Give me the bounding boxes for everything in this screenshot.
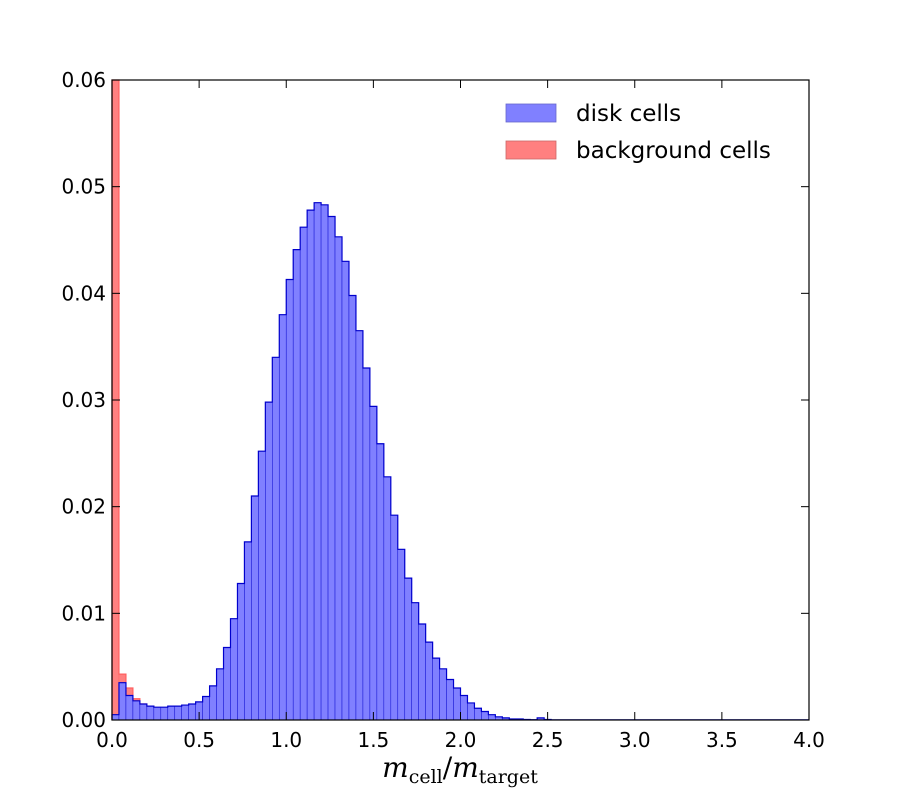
disk-cells-bar: [488, 714, 496, 721]
legend-label-disk-cells: disk cells: [576, 101, 681, 127]
y-tick-label: 0.06: [61, 68, 106, 92]
disk-cells-bar: [390, 514, 399, 721]
y-tick-label: 0.03: [61, 388, 106, 412]
disk-cells-bar: [181, 704, 189, 721]
disk-cells-bar: [111, 714, 120, 721]
disk-cells-bar: [481, 711, 489, 721]
disk-cells-bar: [432, 657, 440, 721]
disk-cells-bar: [132, 700, 141, 721]
disk-cells-bar: [258, 450, 266, 721]
disk-cells-bar: [216, 668, 224, 721]
x-tick-label: 1.5: [357, 728, 389, 752]
disk-cells-bar: [439, 668, 447, 721]
disk-cells-bar: [334, 236, 343, 721]
disk-cells-bar: [125, 695, 134, 721]
disk-cells-bar: [425, 641, 433, 721]
disk-cells-bar: [376, 443, 385, 721]
disk-cells-bar: [460, 695, 468, 721]
x-axis-ticks: 0.0 0.5 1.0 1.5 2.0 2.5 3.0 3.5 4.0: [96, 80, 825, 752]
legend-swatch-background-cells: [505, 140, 557, 160]
x-axis-label-sub2: target: [479, 766, 538, 788]
disk-cells-bar: [355, 330, 364, 721]
x-tick-label: 3.5: [706, 728, 738, 752]
disk-cells-bar: [446, 679, 454, 721]
x-axis-label-slash: /: [443, 751, 453, 784]
disk-cells-bar: [146, 705, 155, 721]
x-tick-label: 2.0: [445, 728, 477, 752]
disk-cells-bar: [244, 541, 252, 721]
disk-cells-bar: [251, 495, 259, 721]
disk-cells-bar: [272, 357, 280, 721]
x-axis-label: mcell/mtarget: [382, 751, 538, 788]
disk-cells-bar: [188, 703, 196, 721]
x-tick-label: 0.0: [96, 728, 128, 752]
y-tick-label: 0.04: [61, 281, 106, 305]
x-tick-label: 2.5: [532, 728, 564, 752]
disk-cells-bar: [313, 202, 322, 721]
y-tick-label: 0.02: [61, 495, 106, 519]
disk-cells-bar: [411, 602, 419, 721]
plot-frame: [111, 79, 810, 721]
disk-cells-bar: [383, 476, 392, 721]
y-tick-label: 0.01: [61, 601, 106, 625]
disk-cells-bar: [237, 583, 245, 721]
disk-cells-bar: [209, 685, 217, 721]
disk-cells-bar: [362, 367, 371, 721]
disk-cells-bar: [397, 549, 406, 721]
disk-cells-bar: [327, 216, 336, 721]
disk-cells-bar: [118, 682, 127, 721]
x-axis-label-m1: m: [382, 751, 409, 784]
disk-cells-bars: [111, 202, 810, 721]
x-axis-label-sub1: cell: [409, 766, 443, 788]
x-tick-label: 0.5: [183, 728, 215, 752]
disk-cells-bar: [292, 249, 301, 721]
x-tick-label: 1.0: [270, 728, 302, 752]
disk-cells-bar: [341, 261, 350, 721]
disk-cells-bar: [320, 204, 329, 721]
disk-cells-bar: [278, 314, 287, 721]
disk-cells-bar: [306, 209, 315, 721]
disk-cells-bar: [167, 705, 176, 721]
legend: disk cells background cells: [505, 101, 771, 164]
y-tick-label: 0.05: [61, 175, 106, 199]
disk-cells-bar: [348, 295, 357, 721]
x-tick-label: 4.0: [793, 728, 825, 752]
disk-cells-bar: [299, 226, 308, 721]
y-tick-label: 0.00: [61, 708, 106, 732]
disk-cells-bar: [404, 577, 413, 721]
disk-cells-bar: [202, 696, 210, 721]
disk-cells-bar: [418, 623, 426, 721]
disk-cells-bar: [174, 705, 182, 721]
disk-cells-bar: [285, 279, 294, 721]
disk-cells-bar: [153, 706, 162, 721]
disk-cells-bar: [467, 702, 475, 721]
disk-cells-bar: [265, 401, 273, 721]
disk-cells-bar: [139, 703, 148, 721]
disk-cells-bar: [230, 618, 238, 721]
x-axis-label-m2: m: [452, 751, 479, 784]
disk-cells-bar: [223, 647, 231, 721]
disk-cells-bar: [369, 406, 378, 721]
y-axis-ticks: 0.00 0.01 0.02 0.03 0.04 0.05 0.06: [61, 68, 809, 732]
x-tick-label: 3.0: [619, 728, 651, 752]
legend-label-background-cells: background cells: [576, 138, 771, 164]
legend-swatch-disk-cells: [505, 103, 557, 123]
disk-cells-bar: [474, 707, 482, 721]
disk-cells-bar: [160, 706, 169, 721]
disk-cells-outline: [111, 202, 809, 721]
disk-cells-bar: [453, 687, 461, 721]
